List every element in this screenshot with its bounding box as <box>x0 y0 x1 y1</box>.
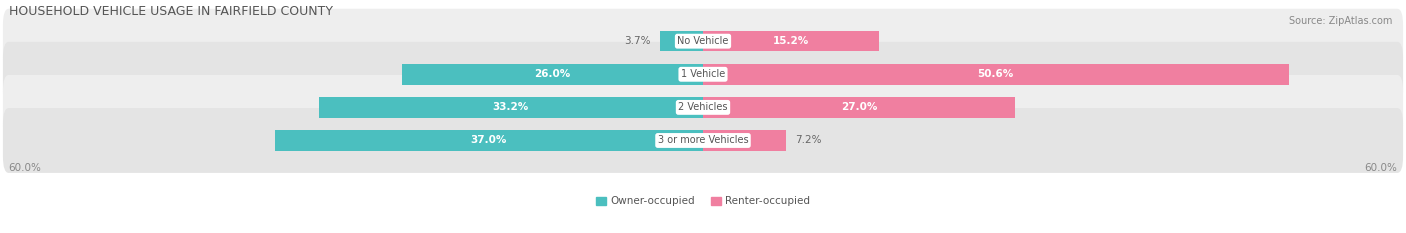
FancyBboxPatch shape <box>3 9 1403 74</box>
Bar <box>402 64 703 85</box>
Text: 3 or more Vehicles: 3 or more Vehicles <box>658 135 748 145</box>
Text: 1 Vehicle: 1 Vehicle <box>681 69 725 79</box>
Bar <box>703 31 879 51</box>
FancyBboxPatch shape <box>3 108 1403 173</box>
Text: 60.0%: 60.0% <box>8 163 42 173</box>
Bar <box>703 64 1288 85</box>
Text: Source: ZipAtlas.com: Source: ZipAtlas.com <box>1288 16 1392 26</box>
FancyBboxPatch shape <box>3 42 1403 107</box>
Bar <box>319 97 703 118</box>
Text: 27.0%: 27.0% <box>841 102 877 112</box>
Text: HOUSEHOLD VEHICLE USAGE IN FAIRFIELD COUNTY: HOUSEHOLD VEHICLE USAGE IN FAIRFIELD COU… <box>8 5 333 18</box>
Text: 2 Vehicles: 2 Vehicles <box>678 102 728 112</box>
Legend: Owner-occupied, Renter-occupied: Owner-occupied, Renter-occupied <box>592 192 814 210</box>
Bar <box>703 97 1015 118</box>
Text: 50.6%: 50.6% <box>977 69 1014 79</box>
FancyBboxPatch shape <box>3 75 1403 140</box>
Bar <box>703 130 786 151</box>
Text: 3.7%: 3.7% <box>624 36 651 46</box>
Text: No Vehicle: No Vehicle <box>678 36 728 46</box>
Text: 15.2%: 15.2% <box>773 36 808 46</box>
Text: 26.0%: 26.0% <box>534 69 571 79</box>
Text: 37.0%: 37.0% <box>471 135 508 145</box>
Bar <box>661 31 703 51</box>
Text: 33.2%: 33.2% <box>492 102 529 112</box>
Bar <box>274 130 703 151</box>
Text: 7.2%: 7.2% <box>796 135 823 145</box>
Text: 60.0%: 60.0% <box>1364 163 1398 173</box>
